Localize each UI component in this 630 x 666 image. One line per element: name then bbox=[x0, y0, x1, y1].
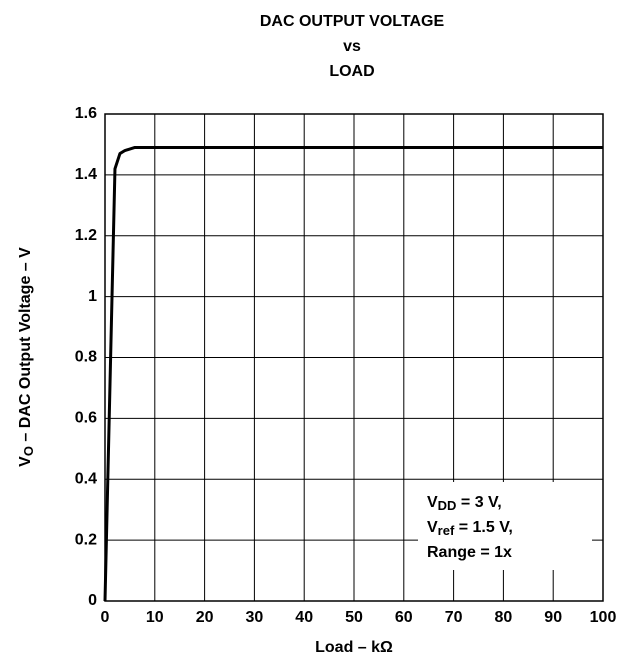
y-tick-label: 1.4 bbox=[75, 166, 97, 183]
chart-title: vs bbox=[343, 38, 361, 55]
annotation: Range = 1x bbox=[427, 544, 512, 561]
annotation-main: V bbox=[427, 519, 438, 536]
plot-border bbox=[104, 113, 604, 602]
y-tick-label: 1.2 bbox=[75, 227, 97, 244]
y-tick-label: 0.6 bbox=[75, 410, 97, 427]
x-tick-label: 60 bbox=[395, 609, 413, 626]
x-tick-label: 70 bbox=[445, 609, 463, 626]
x-tick-label: 50 bbox=[345, 609, 363, 626]
annotation-sub: DD bbox=[438, 498, 457, 513]
chart-title: DAC OUTPUT VOLTAGE bbox=[260, 13, 445, 30]
y-axis-label-main: V bbox=[17, 456, 34, 467]
y-tick-label: 0.4 bbox=[75, 470, 97, 487]
annotation-rest: = 1.5 V, bbox=[454, 519, 513, 536]
x-tick-label: 10 bbox=[146, 609, 164, 626]
annotation-sub: ref bbox=[438, 523, 455, 538]
y-axis-label: VO – DAC Output Voltage – V bbox=[17, 247, 35, 467]
x-tick-label: 40 bbox=[295, 609, 313, 626]
y-tick-label: 0.8 bbox=[75, 349, 97, 366]
annotation: Vref = 1.5 V, bbox=[427, 519, 513, 537]
y-tick-label: 1 bbox=[88, 288, 97, 305]
y-tick-label: 1.6 bbox=[75, 105, 97, 122]
x-tick-label: 30 bbox=[246, 609, 264, 626]
annotation-box bbox=[418, 482, 592, 570]
y-tick-label: 0.2 bbox=[75, 531, 97, 548]
annotation-main: Range = 1x bbox=[427, 544, 512, 561]
x-axis-label: Load – kΩ bbox=[315, 639, 393, 656]
x-tick-label: 80 bbox=[495, 609, 513, 626]
annotation-main: V bbox=[427, 494, 438, 511]
x-tick-label: 90 bbox=[544, 609, 562, 626]
y-axis-label-sub: O bbox=[21, 446, 36, 456]
x-tick-label: 20 bbox=[196, 609, 214, 626]
data-line bbox=[103, 145, 603, 602]
annotation-rest: = 3 V, bbox=[456, 494, 501, 511]
y-tick-label: 0 bbox=[88, 592, 97, 609]
x-tick-label: 0 bbox=[101, 609, 110, 626]
chart-title: LOAD bbox=[329, 63, 374, 80]
annotation: VDD = 3 V, bbox=[427, 494, 502, 512]
x-tick-label: 100 bbox=[590, 609, 617, 626]
y-axis-label-rest: – DAC Output Voltage – V bbox=[17, 247, 34, 446]
